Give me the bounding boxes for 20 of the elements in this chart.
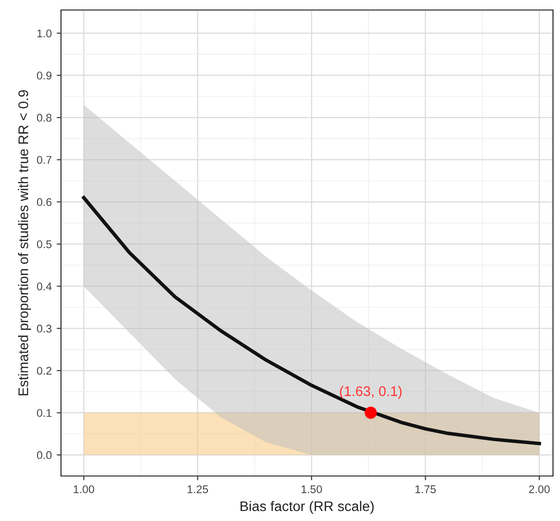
annotation: (1.63, 0.1) [340,386,402,399]
y-tick-label: 0.3 [36,324,52,333]
x-tick-label: 2.00 [529,485,550,494]
x-tick-label: 1.25 [188,485,208,494]
y-tick-label: 0.4 [36,282,52,290]
y-tick-label: 0.1 [36,409,52,417]
y-tick-label: 1.0 [37,29,52,38]
y-tick-label: 0.9 [36,72,52,80]
y-tick-label: 0.5 [36,240,52,248]
line-series [82,196,542,446]
y-tick-label: 0.8 [36,114,52,122]
x-tick-label: 1.50 [302,485,322,494]
x-tick-label: 1.00 [74,485,94,494]
y-axis-title: Estimated proportion of studies with true RR < 0.9 [18,90,31,396]
y-tick-label: 0.0 [36,451,52,460]
x-axis-title: Bias factor (RR scale) [240,500,374,514]
y-tick-label: 0.2 [36,366,52,375]
y-tick-label: 0.6 [36,198,52,206]
y-tick-label: 0.7 [36,156,52,164]
x-tick-label: 1.75 [415,485,436,494]
